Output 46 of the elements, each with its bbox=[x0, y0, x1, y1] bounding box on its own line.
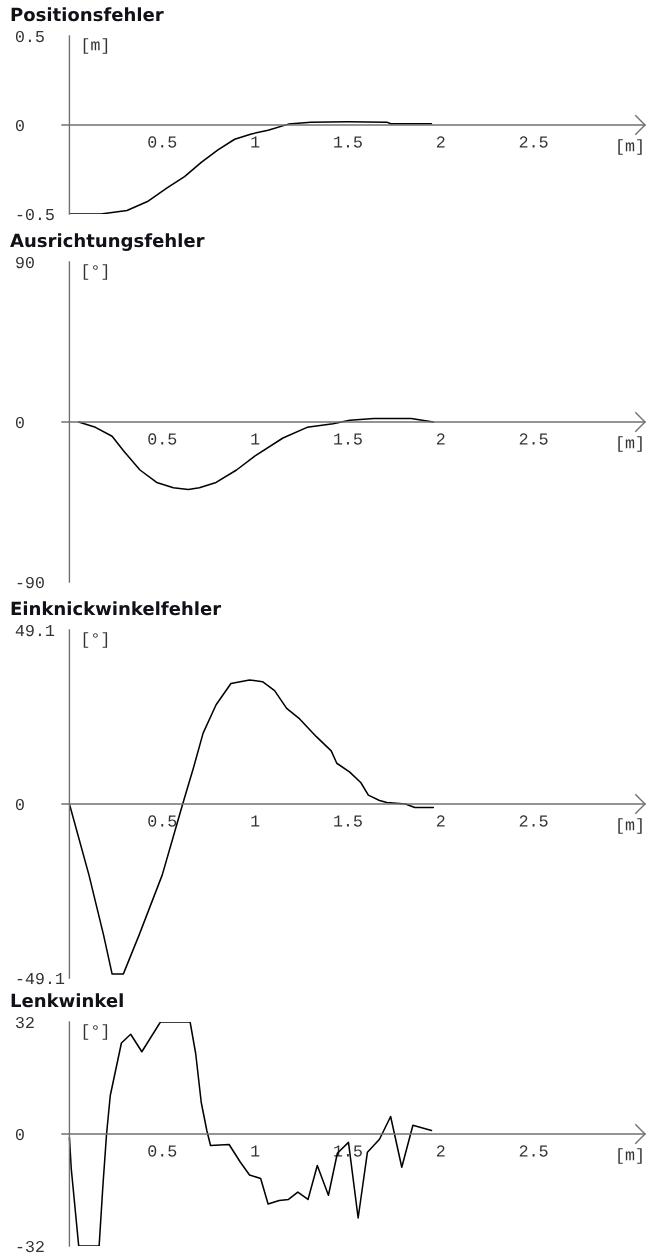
x-tick-label: 1.5 bbox=[334, 815, 362, 827]
y-tick-label: -90 bbox=[17, 576, 44, 589]
chart-title: Ausrichtungsfehler bbox=[10, 233, 205, 251]
y-tick-label: 0.5 bbox=[15, 30, 44, 43]
y-tick-label: 0 bbox=[15, 416, 24, 429]
x-tick-label: 1.5 bbox=[334, 136, 362, 148]
x-tick-label: 0.5 bbox=[148, 815, 177, 827]
line-series bbox=[68, 679, 435, 975]
chart-title: Lenkwinkel bbox=[11, 993, 123, 1008]
y-tick-label: -49.1 bbox=[17, 972, 65, 985]
chart-title: Einknickwinkelfehler bbox=[11, 601, 222, 616]
x-tick-label: 2 bbox=[436, 136, 445, 148]
x-axis-title: [m] bbox=[618, 139, 642, 155]
y-axis-title: [m] bbox=[83, 38, 108, 54]
y-tick-label: 0 bbox=[15, 1128, 24, 1141]
chart-title: Positionsfehler bbox=[11, 7, 164, 22]
x-tick-label: 0.5 bbox=[148, 433, 177, 445]
y-tick-label: -0.5 bbox=[17, 208, 54, 221]
y-tick-label: 49.1 bbox=[15, 624, 55, 637]
line-series bbox=[68, 121, 433, 214]
y-axis-title: [°] bbox=[83, 1024, 108, 1040]
x-tick-label: 2.5 bbox=[519, 433, 548, 445]
y-tick-label: 0 bbox=[15, 119, 24, 132]
x-tick-label: 1 bbox=[251, 815, 260, 827]
x-tick-label: 0.5 bbox=[148, 136, 177, 148]
x-tick-label: 2.5 bbox=[519, 1145, 548, 1157]
line-series bbox=[68, 1022, 433, 1246]
x-tick-label: 1 bbox=[251, 433, 260, 445]
y-tick-label: 32 bbox=[15, 1016, 34, 1029]
y-tick-label: 0 bbox=[15, 798, 24, 811]
x-tick-label: 0.5 bbox=[148, 1145, 177, 1157]
y-axis-title: [°] bbox=[83, 264, 108, 280]
y-tick-label: -32 bbox=[17, 1240, 44, 1253]
x-tick-label: 2 bbox=[436, 1145, 445, 1157]
x-tick-label: 1.5 bbox=[334, 433, 362, 445]
x-tick-label: 2 bbox=[436, 433, 445, 445]
x-tick-label: 1 bbox=[251, 136, 260, 148]
y-axis-title: [°] bbox=[83, 632, 108, 648]
x-tick-label: 1 bbox=[251, 1145, 260, 1157]
x-axis-title: [m] bbox=[618, 818, 642, 834]
x-tick-label: 2.5 bbox=[519, 136, 548, 148]
x-axis-title: [m] bbox=[618, 436, 642, 452]
y-tick-label: 90 bbox=[16, 256, 34, 269]
x-axis-title: [m] bbox=[618, 1148, 642, 1164]
x-tick-label: 2 bbox=[436, 815, 445, 827]
x-tick-label: 2.5 bbox=[519, 815, 548, 827]
